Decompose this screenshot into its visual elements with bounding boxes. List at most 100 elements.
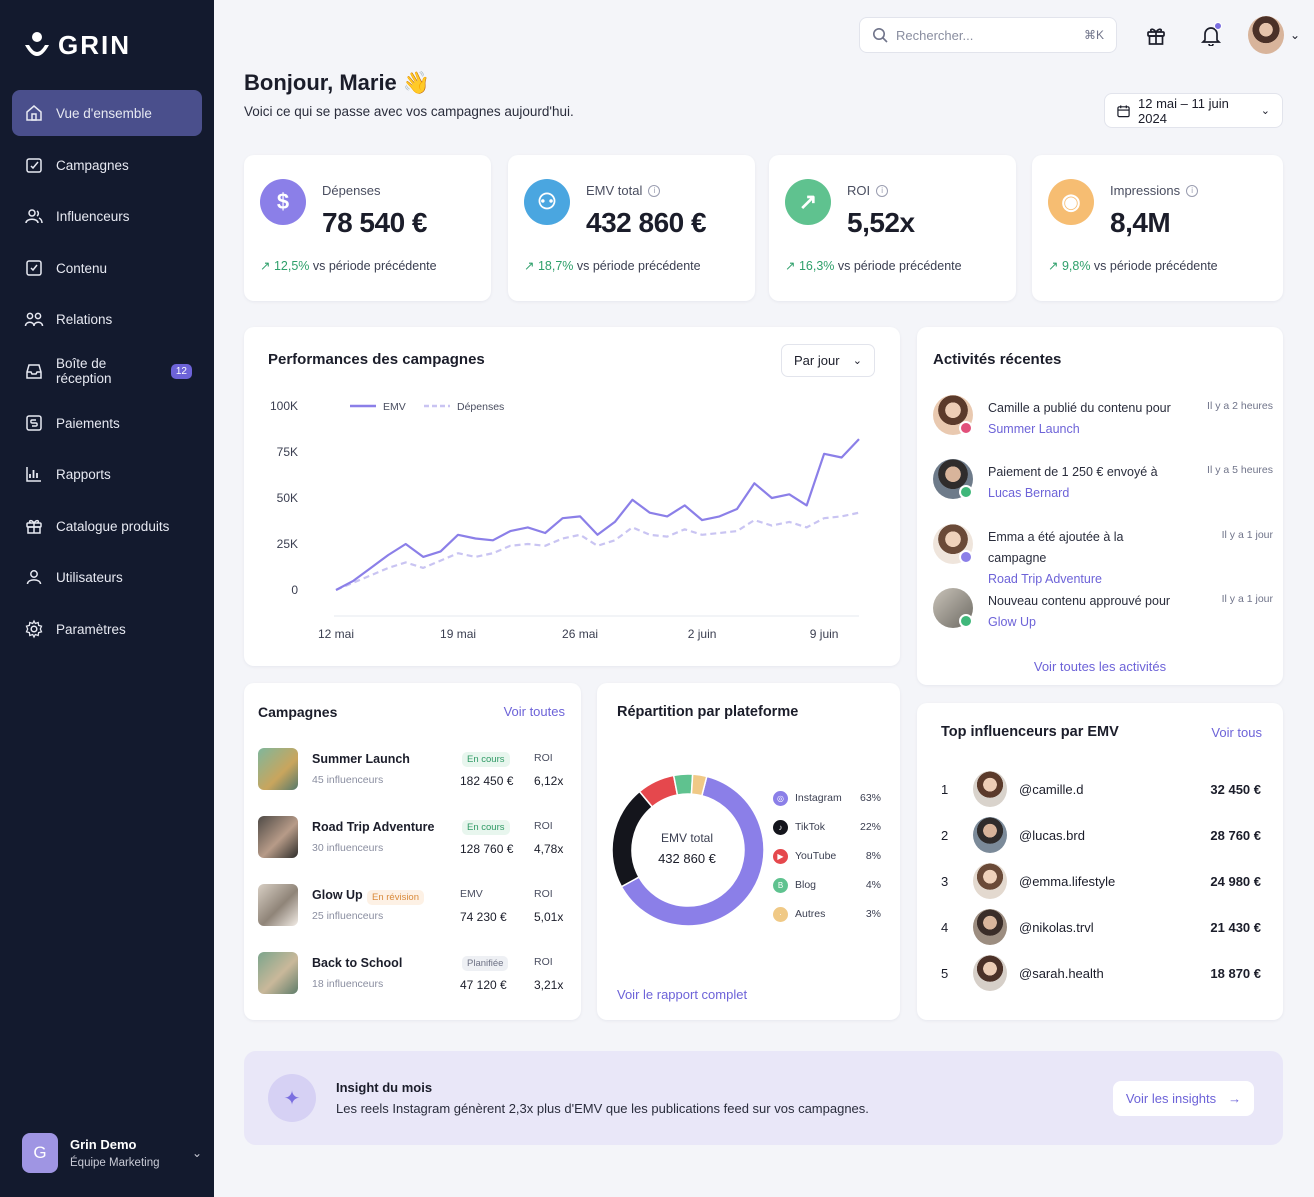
campaign-row[interactable]: Back to School 18 influenceurs Planifiée 47… — [258, 952, 566, 996]
sidebar-item-label: Rapports — [56, 466, 111, 482]
kpi-delta-value: 9,8% — [1061, 259, 1091, 273]
kpi-delta-value: 18,7% — [537, 259, 574, 273]
donut-slice-blog[interactable] — [672, 773, 694, 796]
sidebar-item-content[interactable]: Contenu — [12, 245, 202, 291]
sidebar-item-user[interactable]: Utilisateurs — [12, 554, 202, 600]
gift-button[interactable] — [1143, 22, 1169, 48]
sidebar-item-home[interactable]: Vue d'ensemble — [12, 90, 202, 136]
activity-type-badge — [959, 421, 973, 435]
kpi-delta-text: vs période précédente — [834, 259, 962, 273]
donut-center-label: EMV total — [660, 831, 714, 845]
influencer-row[interactable]: 3 @emma.lifestyle 24 980 € — [941, 862, 1261, 900]
kpi-delta-text: vs période précédente — [1090, 259, 1218, 273]
donut-slice-instagram[interactable] — [620, 775, 765, 927]
notifications-button[interactable] — [1198, 22, 1224, 48]
x-tick-label: 26 mai — [562, 627, 598, 641]
sidebar-item-gear[interactable]: Paramètres — [12, 606, 202, 652]
campaign-roi-label: ROI — [534, 888, 553, 900]
full-report-link[interactable]: Voir le rapport complet — [617, 987, 748, 1002]
campaign-row[interactable]: Road Trip Adventure 30 influenceurs En cou… — [258, 816, 566, 860]
campaign-row[interactable]: Glow Up 25 influenceurs En révision EMV 74 2… — [258, 884, 566, 928]
campaign-name: Road Trip Adventure — [312, 820, 435, 834]
influencer-emv: 24 980 € — [1210, 873, 1261, 889]
see-all-activities-link[interactable]: Voir toutes les activités — [1033, 659, 1167, 674]
activity-type-badge — [959, 550, 973, 564]
performance-chart: 100K 75K 50K 25K 0 12 mai 19 mai 26 mai 2 juin 9 … — [270, 399, 860, 641]
status-badge: En cours — [462, 752, 510, 767]
influencer-row[interactable]: 4 @nikolas.trvl 21 430 € — [941, 908, 1261, 946]
status-badge: En révision — [367, 890, 424, 905]
chevron-down-icon: ⌄ — [1260, 105, 1270, 117]
logo[interactable]: GRIN — [24, 30, 131, 61]
sidebar-item-label: Vue d'ensemble — [56, 105, 152, 121]
inbox-count-badge: 12 — [170, 363, 192, 379]
platform-share: 63% — [859, 792, 881, 804]
sidebar-item-gift[interactable]: Catalogue produits — [12, 503, 202, 549]
user-switcher[interactable]: G Grin Demo Équipe Marketing ⌄ — [22, 1130, 202, 1176]
inbox-icon — [26, 364, 42, 379]
activity-description: Camille a publié du contenu pour — [988, 401, 1171, 415]
activity-link[interactable]: Lucas Bernard — [988, 486, 1070, 500]
platform-name: Instagram — [795, 792, 842, 804]
info-icon[interactable]: i — [876, 184, 889, 197]
view-insights-button[interactable]: Voir les insights → — [1113, 1081, 1254, 1116]
influencer-rank: 2 — [941, 827, 949, 843]
eye-icon: ◉ — [1048, 179, 1094, 225]
sidebar-item-payments[interactable]: Paiements — [12, 400, 202, 446]
influencer-row[interactable]: 5 @sarah.health 18 870 € — [941, 954, 1261, 992]
activity-item[interactable]: Paiement de 1 250 € envoyé à Lucas Berna… — [933, 459, 1273, 509]
trend-icon: ↗ — [785, 179, 831, 225]
activity-link[interactable]: Glow Up — [988, 615, 1036, 629]
search-bar[interactable]: ⌘K — [859, 17, 1117, 53]
sidebar-item-relations[interactable]: Relations — [12, 296, 202, 342]
y-tick-label: 0 — [291, 583, 298, 597]
kpi-delta: ↗ 12,5% vs période précédente — [260, 258, 437, 273]
users-icon — [25, 209, 43, 224]
activity-text: Paiement de 1 250 € envoyé à Lucas Berna… — [988, 462, 1183, 504]
sidebar-item-campaign[interactable]: Campagnes — [12, 142, 202, 188]
user-team: Équipe Marketing — [70, 1157, 160, 1169]
see-all-campaigns-link[interactable]: Voir toutes — [503, 704, 565, 719]
sidebar-item-reports[interactable]: Rapports — [12, 451, 202, 497]
activity-text: Camille a publié du contenu pour Summer … — [988, 398, 1183, 440]
search-input[interactable] — [896, 27, 1066, 43]
donut-center-value: 432 860 € — [658, 851, 716, 866]
kpi-delta-value: 12,5% — [273, 259, 310, 273]
date-range-picker[interactable]: 12 mai – 11 juin 2024 ⌄ — [1104, 93, 1283, 128]
brand-name: GRIN — [58, 30, 131, 60]
period-select[interactable]: Par jour ⌄ — [781, 344, 875, 377]
sidebar-item-label: Paiements — [56, 415, 120, 431]
sidebar-item-label: Boîte de réception — [56, 356, 112, 386]
campaign-row[interactable]: Summer Launch 45 influenceurs En cours 182 … — [258, 748, 566, 792]
sidebar-item-users[interactable]: Influenceurs — [12, 193, 202, 239]
gift-icon — [1147, 28, 1165, 45]
trend-up-icon: ↗ — [785, 259, 799, 273]
gear-icon — [25, 619, 43, 639]
info-icon[interactable]: i — [1186, 184, 1199, 197]
activity-item[interactable]: Emma a été ajoutée à la campagne Road Tr… — [933, 524, 1273, 586]
profile-menu[interactable]: ⌄ — [1248, 16, 1300, 54]
platform-legend-item: ♪ TikTok 22% — [773, 818, 881, 836]
activity-text: Nouveau contenu approuvé pour Glow Up — [988, 591, 1183, 633]
dollar-icon: $ — [260, 179, 306, 225]
activity-item[interactable]: Nouveau contenu approuvé pour Glow Up Il … — [933, 588, 1273, 638]
influencer-row[interactable]: 1 @camille.d 32 450 € — [941, 770, 1261, 808]
see-all-influencers-link[interactable]: Voir tous — [1211, 725, 1262, 740]
influencer-row[interactable]: 2 @lucas.brd 28 760 € — [941, 816, 1261, 854]
activity-link[interactable]: Road Trip Adventure — [988, 572, 1102, 586]
reports-icon — [26, 467, 41, 482]
sidebar-item-inbox[interactable]: Boîte de réception 12 — [12, 348, 202, 394]
series-line-depenses — [335, 511, 860, 592]
activity-item[interactable]: Camille a publié du contenu pour Summer … — [933, 395, 1273, 445]
avatar — [973, 771, 1007, 807]
insight-title: Insight du mois — [336, 1080, 433, 1095]
activity-link[interactable]: Summer Launch — [988, 422, 1080, 436]
kpi-delta: ↗ 16,3% vs période précédente — [785, 258, 962, 273]
info-icon[interactable]: i — [648, 184, 661, 197]
kpi-value: 78 540 € — [322, 207, 428, 238]
campaign-thumbnail — [258, 952, 298, 994]
series-line-emv — [335, 438, 860, 591]
donut-slice-autres[interactable] — [690, 773, 708, 797]
kpi-label-row: Impressions i — [1110, 183, 1199, 198]
influencer-emv: 32 450 € — [1210, 781, 1261, 797]
